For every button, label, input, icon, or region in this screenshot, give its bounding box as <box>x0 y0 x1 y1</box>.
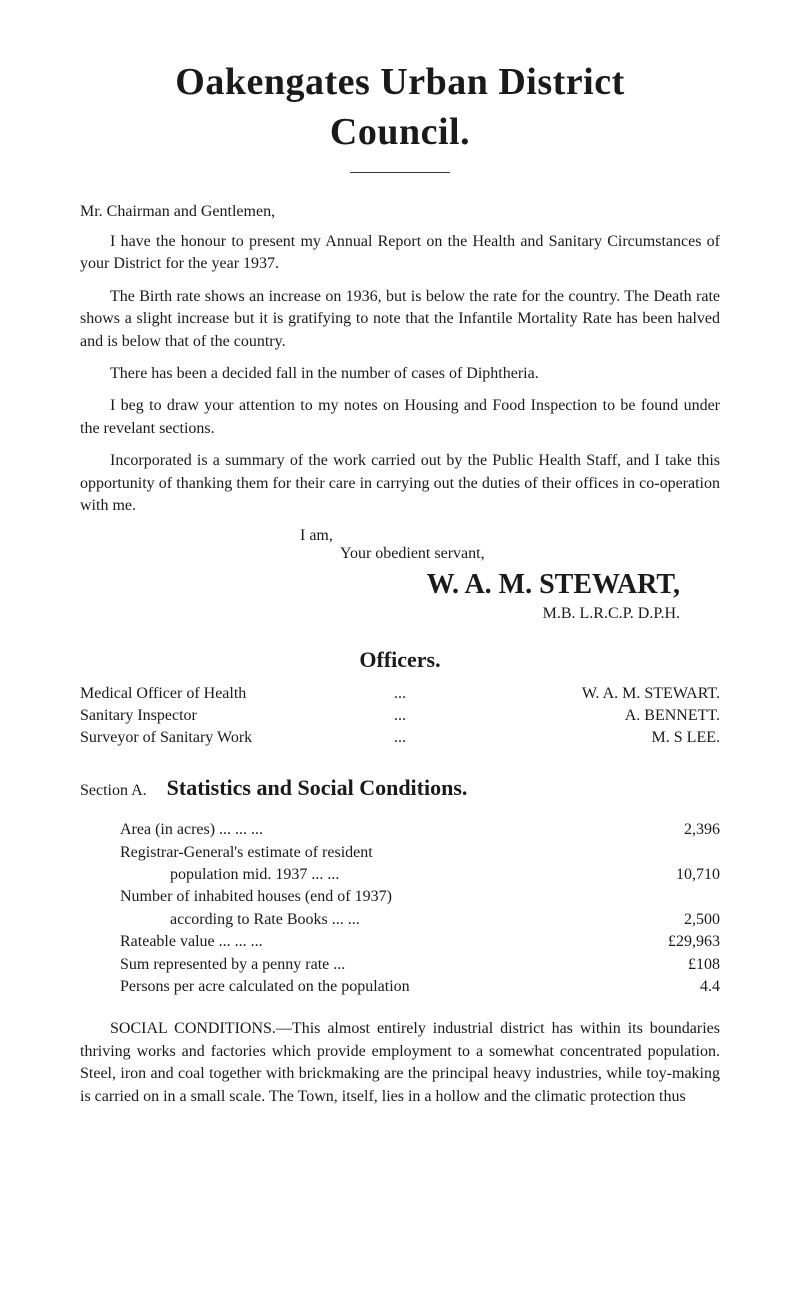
stat-row: Number of inhabited houses (end of 1937) <box>120 886 720 908</box>
paragraph-2: The Birth rate shows an increase on 1936… <box>80 286 720 353</box>
stat-row: population mid. 1937 ... ... 10,710 <box>120 864 720 886</box>
section-title: Statistics and Social Conditions. <box>167 775 468 800</box>
document-page: Oakengates Urban District Council. Mr. C… <box>0 0 800 1148</box>
stat-label: Rateable value ... ... ... <box>120 931 610 953</box>
officer-row: Surveyor of Sanitary Work ... M. S LEE. <box>80 729 720 747</box>
officer-role: Medical Officer of Health <box>80 685 380 703</box>
stat-row: Area (in acres) ... ... ... 2,396 <box>120 819 720 841</box>
officer-name: W. A. M. STEWART. <box>420 685 720 703</box>
stat-value: 2,396 <box>610 819 720 841</box>
stat-label: Sum represented by a penny rate ... <box>120 954 610 976</box>
stats-block: Area (in acres) ... ... ... 2,396 Regist… <box>120 819 720 998</box>
stat-value: 10,710 <box>610 864 720 886</box>
officer-role: Surveyor of Sanitary Work <box>80 729 380 747</box>
stat-label: Number of inhabited houses (end of 1937) <box>120 886 610 908</box>
paragraph-4: I beg to draw your attention to my notes… <box>80 395 720 440</box>
paragraph-5: Incorporated is a summary of the work ca… <box>80 450 720 517</box>
stat-row: Sum represented by a penny rate ... £108 <box>120 954 720 976</box>
closing-block: I am, Your obedient servant, W. A. M. ST… <box>80 527 720 623</box>
stat-row: according to Rate Books ... ... 2,500 <box>120 909 720 931</box>
stat-value <box>610 842 720 864</box>
officer-row: Sanitary Inspector ... A. BENNETT. <box>80 707 720 725</box>
paragraph-1: I have the honour to present my Annual R… <box>80 231 720 276</box>
officer-name: M. S LEE. <box>420 729 720 747</box>
officer-row: Medical Officer of Health ... W. A. M. S… <box>80 685 720 703</box>
officers-heading: Officers. <box>80 647 720 673</box>
stat-label: Persons per acre calculated on the popul… <box>120 976 610 998</box>
closing-obedient: Your obedient servant, <box>340 545 720 563</box>
officer-dots: ... <box>380 707 420 725</box>
paragraph-3: There has been a decided fall in the num… <box>80 363 720 385</box>
officer-dots: ... <box>380 685 420 703</box>
stat-row: Rateable value ... ... ... £29,963 <box>120 931 720 953</box>
salutation: Mr. Chairman and Gentlemen, <box>80 203 720 221</box>
stat-row: Registrar-General's estimate of resident <box>120 842 720 864</box>
stat-label: Registrar-General's estimate of resident <box>120 842 610 864</box>
social-conditions-paragraph: SOCIAL CONDITIONS.—This almost entirely … <box>80 1018 720 1108</box>
stat-row: Persons per acre calculated on the popul… <box>120 976 720 998</box>
page-title-line1: Oakengates Urban District <box>80 60 720 104</box>
stat-label: according to Rate Books ... ... <box>170 909 610 931</box>
officer-name: A. BENNETT. <box>420 707 720 725</box>
stat-value: £29,963 <box>610 931 720 953</box>
officer-dots: ... <box>380 729 420 747</box>
signature: W. A. M. STEWART, <box>80 569 720 601</box>
credentials: M.B. L.R.C.P. D.P.H. <box>80 605 720 623</box>
section-label: Section A. <box>80 782 147 799</box>
title-divider <box>350 172 450 173</box>
stat-value: 2,500 <box>610 909 720 931</box>
stat-value <box>610 886 720 908</box>
officer-role: Sanitary Inspector <box>80 707 380 725</box>
page-title-line2: Council. <box>80 110 720 154</box>
stat-label: Area (in acres) ... ... ... <box>120 819 610 841</box>
closing-iam: I am, <box>300 527 720 545</box>
stat-value: 4.4 <box>610 976 720 998</box>
stat-label: population mid. 1937 ... ... <box>170 864 610 886</box>
section-a-heading: Section A. Statistics and Social Conditi… <box>80 775 720 801</box>
stat-value: £108 <box>610 954 720 976</box>
